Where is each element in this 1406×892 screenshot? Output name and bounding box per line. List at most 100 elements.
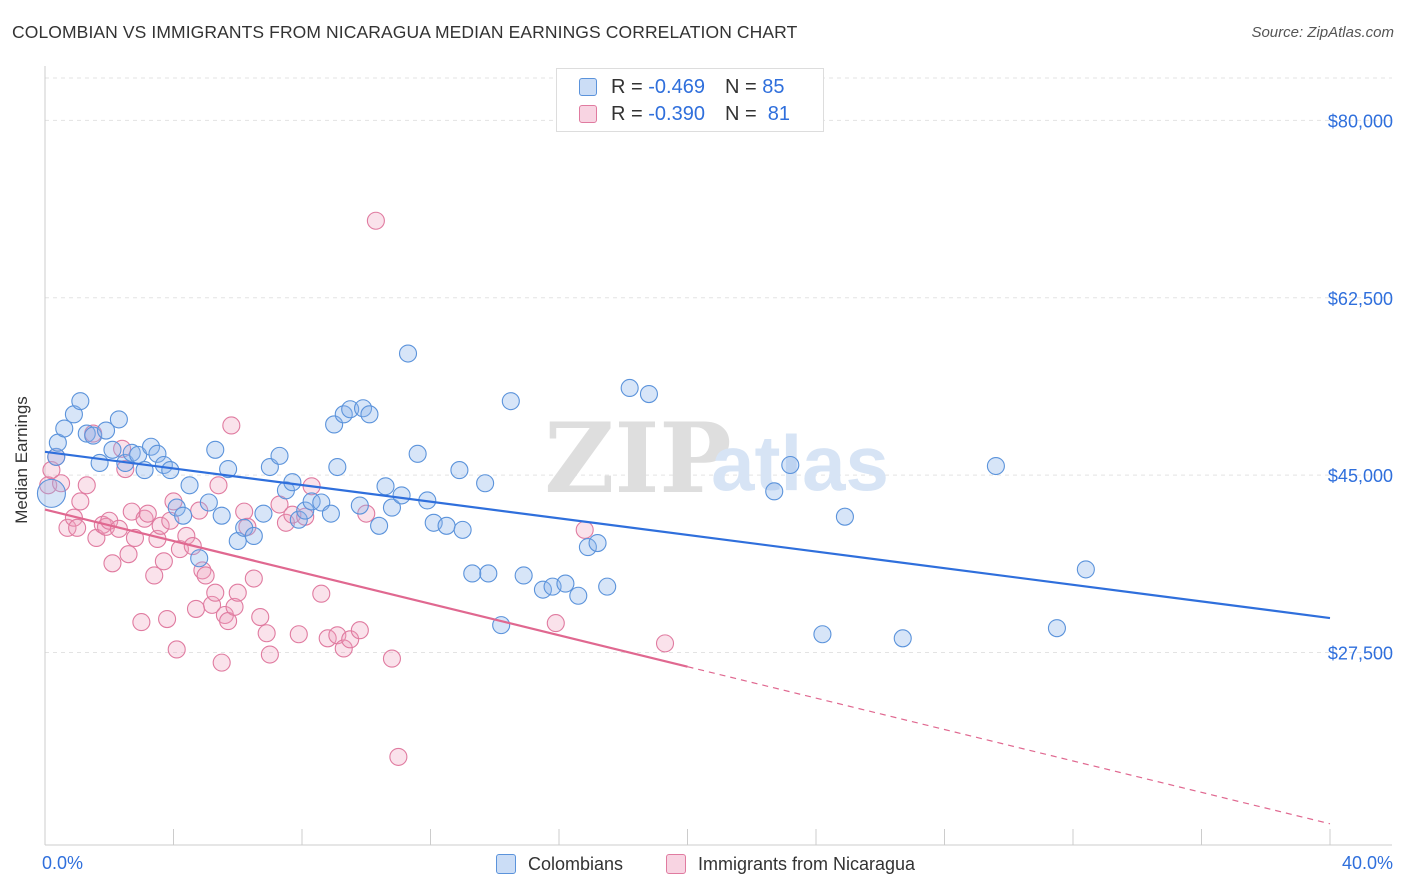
series-legend: Colombians Immigrants from Nicaragua — [0, 850, 1406, 878]
data-point — [578, 538, 597, 557]
data-point — [228, 531, 247, 551]
data-point — [180, 476, 199, 495]
y-tick-label: $62,500 — [1328, 289, 1393, 309]
y-axis-title: Median Earnings — [12, 396, 31, 524]
data-point — [350, 496, 369, 515]
data-point — [116, 460, 135, 479]
data-point — [639, 385, 659, 404]
data-point — [813, 625, 832, 644]
y-tick-label: $27,500 — [1328, 644, 1393, 664]
data-point — [328, 457, 347, 477]
data-point — [588, 533, 607, 553]
data-point — [235, 502, 254, 521]
data-point — [655, 634, 675, 653]
data-point — [219, 460, 238, 479]
data-point — [212, 653, 231, 672]
n-label: N = — [724, 102, 757, 125]
n-label: N = — [724, 75, 757, 98]
chart-title: COLOMBIAN VS IMMIGRANTS FROM NICARAGUA M… — [12, 22, 798, 42]
data-point — [360, 405, 379, 424]
legend-label: Immigrants from Nicaragua — [698, 853, 916, 874]
data-point — [376, 477, 395, 496]
series-points-immigrants-from-nicaragua — [39, 211, 675, 766]
y-tick-labels: $27,500 $45,000 $62,500 $80,000 — [1328, 111, 1393, 663]
data-point — [113, 439, 132, 458]
data-point — [382, 649, 402, 668]
data-point — [575, 520, 594, 539]
data-point — [334, 639, 353, 658]
data-point — [244, 526, 263, 545]
data-point — [71, 392, 90, 411]
x-tick-labels: 0.0% 40.0% — [42, 853, 1393, 873]
r-label: R = — [611, 75, 643, 98]
data-point — [302, 492, 321, 511]
data-point — [103, 440, 122, 459]
data-point — [270, 446, 289, 465]
data-point — [260, 645, 279, 664]
data-point — [141, 437, 161, 456]
stats-row-nicaragua: R = -0.390 N = 81 — [579, 100, 790, 128]
data-point — [392, 486, 411, 505]
r-label: R = — [611, 102, 643, 125]
data-point — [222, 416, 241, 435]
data-point — [122, 443, 141, 462]
data-point — [463, 564, 482, 583]
stats-row-colombians: R = -0.469 N = 85 — [579, 73, 784, 101]
data-point — [103, 554, 122, 573]
legend-label: Colombians — [528, 853, 624, 874]
x-tick-label: 0.0% — [42, 853, 83, 873]
data-point — [453, 520, 472, 539]
data-point — [151, 516, 170, 535]
data-point — [620, 378, 639, 398]
data-point — [986, 456, 1005, 476]
data-point — [158, 610, 177, 629]
data-point — [1076, 560, 1095, 579]
data-point — [598, 577, 617, 596]
data-point — [450, 461, 469, 480]
data-point — [96, 421, 116, 440]
legend-swatch-blue — [496, 854, 516, 874]
legend-swatch-blue — [579, 78, 597, 96]
data-point — [244, 569, 263, 588]
y-tick-label: $45,000 — [1328, 466, 1393, 486]
data-point — [77, 476, 96, 495]
data-point — [533, 580, 552, 599]
data-point — [1047, 619, 1066, 638]
r-value: -0.390 — [648, 102, 705, 125]
data-point — [398, 344, 418, 363]
data-point — [77, 424, 96, 443]
data-point — [36, 478, 66, 508]
data-point — [132, 613, 151, 632]
legend-item-colombians: Colombians — [496, 850, 623, 878]
data-point — [206, 583, 225, 602]
data-point — [835, 507, 854, 526]
data-point — [501, 392, 520, 411]
data-point — [476, 474, 495, 493]
data-point — [556, 574, 575, 593]
data-point — [366, 211, 385, 230]
trend-lines — [44, 450, 1331, 825]
data-point — [546, 614, 565, 633]
data-point — [437, 516, 456, 535]
data-point — [55, 419, 74, 438]
data-point — [196, 566, 215, 585]
data-point — [58, 518, 77, 537]
data-point — [389, 747, 408, 766]
data-point — [138, 504, 157, 523]
data-point — [254, 504, 273, 523]
data-point — [186, 599, 206, 618]
data-point — [341, 400, 360, 419]
data-point — [199, 493, 218, 512]
data-point — [408, 444, 427, 463]
n-value: 85 — [762, 75, 785, 98]
stats-legend: R = -0.469 N = 85 R = -0.390 N = 81 — [556, 68, 824, 132]
data-point — [382, 498, 402, 517]
data-point — [251, 607, 270, 627]
data-point — [145, 566, 164, 585]
legend-swatch-pink — [579, 105, 597, 123]
data-point — [296, 501, 315, 520]
data-point — [148, 444, 167, 463]
source-label: Source: ZipAtlas.com — [1251, 24, 1394, 41]
y-tick-label: $80,000 — [1328, 111, 1393, 131]
data-point — [209, 476, 228, 495]
